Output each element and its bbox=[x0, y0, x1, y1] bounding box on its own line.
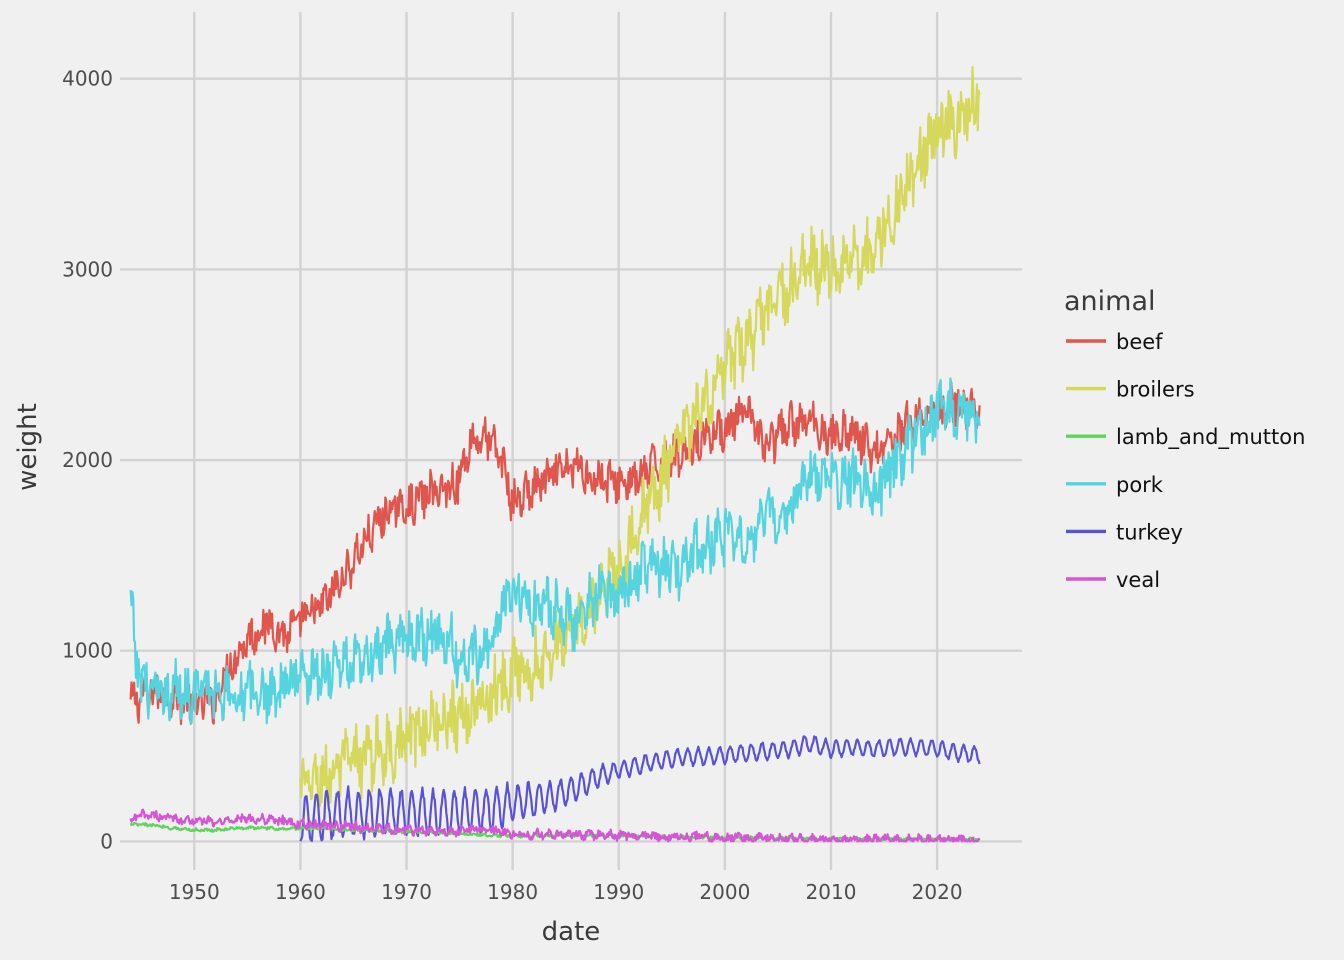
x-tick-label: 1980 bbox=[487, 880, 538, 904]
legend-label-broilers: broilers bbox=[1116, 378, 1195, 402]
series-line-beef bbox=[129, 381, 981, 726]
legend-label-lamb_and_mutton: lamb_and_mutton bbox=[1116, 425, 1305, 450]
x-tick-label: 2010 bbox=[806, 880, 857, 904]
y-tick-label: 1000 bbox=[62, 639, 113, 663]
x-axis-title: date bbox=[542, 917, 601, 947]
series-line-broilers bbox=[299, 66, 981, 808]
x-tick-label: 1960 bbox=[275, 880, 326, 904]
legend-label-turkey: turkey bbox=[1116, 520, 1183, 544]
x-tick-label: 1990 bbox=[593, 880, 644, 904]
y-tick-label: 3000 bbox=[62, 257, 113, 281]
y-tick-label: 4000 bbox=[62, 67, 113, 91]
legend-label-veal: veal bbox=[1116, 568, 1160, 592]
series-line-turkey bbox=[299, 735, 981, 842]
legend-label-beef: beef bbox=[1116, 330, 1163, 354]
legend-title: animal bbox=[1064, 286, 1156, 317]
x-tick-labels: 1950 1960 1970 1980 1990 2000 2010 2020 bbox=[169, 880, 963, 904]
series-line-pork bbox=[129, 377, 981, 726]
y-axis-title: weight bbox=[13, 403, 43, 491]
series-lines bbox=[129, 66, 981, 843]
x-tick-label: 1950 bbox=[169, 880, 220, 904]
y-tick-label: 0 bbox=[100, 829, 113, 853]
legend-label-pork: pork bbox=[1116, 473, 1164, 497]
x-tick-label: 1970 bbox=[381, 880, 432, 904]
y-tick-label: 2000 bbox=[62, 448, 113, 472]
y-tick-labels: 0 1000 2000 3000 4000 bbox=[62, 67, 113, 854]
x-tick-label: 2000 bbox=[699, 880, 750, 904]
series-line-veal bbox=[129, 808, 981, 843]
x-tick-label: 2020 bbox=[912, 880, 963, 904]
